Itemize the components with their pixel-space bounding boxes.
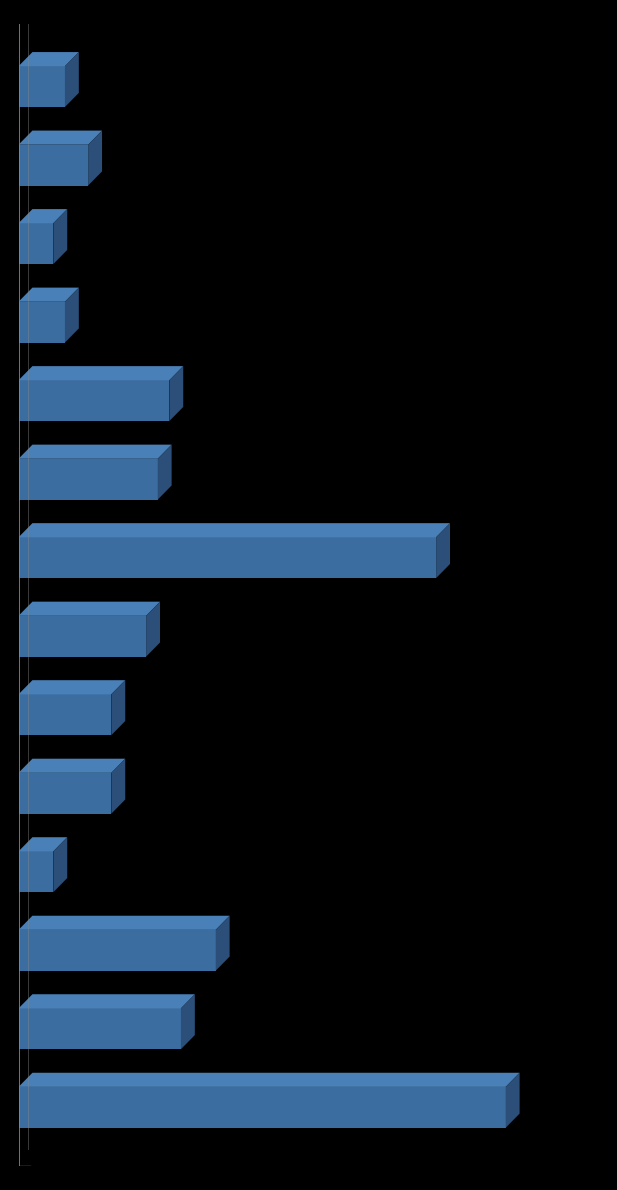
Polygon shape <box>19 838 67 851</box>
Polygon shape <box>53 838 67 892</box>
Polygon shape <box>216 916 230 971</box>
Polygon shape <box>19 131 102 145</box>
Polygon shape <box>19 995 195 1008</box>
Bar <box>19 1008 181 1050</box>
Polygon shape <box>88 131 102 186</box>
Bar <box>19 145 88 186</box>
Polygon shape <box>506 1072 520 1128</box>
Polygon shape <box>169 367 183 421</box>
Bar <box>19 929 216 971</box>
Polygon shape <box>19 209 67 224</box>
Bar <box>19 772 111 814</box>
Polygon shape <box>65 52 79 107</box>
Polygon shape <box>19 1072 520 1086</box>
Bar <box>19 615 146 657</box>
Polygon shape <box>111 759 125 814</box>
Bar <box>19 694 111 735</box>
Polygon shape <box>19 367 183 381</box>
Bar <box>19 224 53 264</box>
Polygon shape <box>19 445 172 459</box>
Polygon shape <box>181 995 195 1050</box>
Polygon shape <box>19 759 125 772</box>
Polygon shape <box>19 524 450 538</box>
Polygon shape <box>65 288 79 343</box>
Polygon shape <box>19 52 79 67</box>
Polygon shape <box>53 209 67 264</box>
Polygon shape <box>111 681 125 735</box>
Polygon shape <box>19 288 79 302</box>
Bar <box>19 538 436 578</box>
Bar <box>19 67 65 107</box>
Bar <box>19 302 65 343</box>
Bar <box>19 381 169 421</box>
Bar <box>19 459 158 500</box>
Polygon shape <box>158 445 172 500</box>
Bar <box>19 851 53 892</box>
Polygon shape <box>19 916 230 929</box>
Polygon shape <box>146 602 160 657</box>
Polygon shape <box>19 602 160 615</box>
Polygon shape <box>19 681 125 694</box>
Polygon shape <box>436 524 450 578</box>
Bar <box>19 1086 506 1128</box>
